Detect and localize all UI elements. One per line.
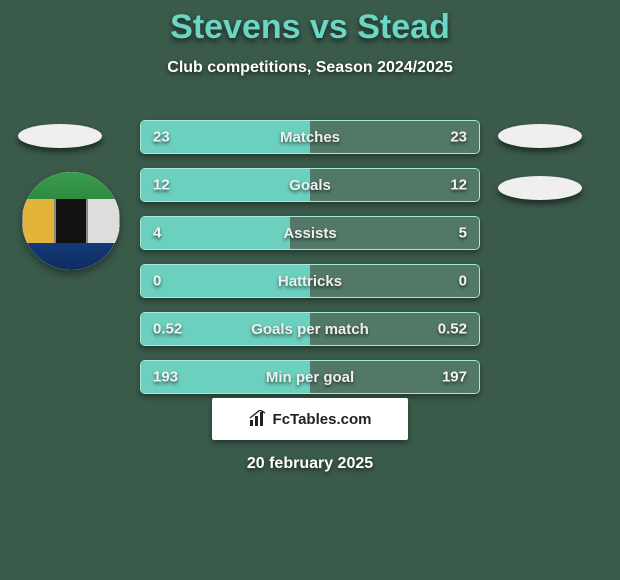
chart-icon [249, 410, 267, 428]
club-left-crest [22, 172, 120, 270]
fctables-label: FcTables.com [273, 411, 372, 428]
stat-row: 193 197 Min per goal [140, 360, 480, 394]
stat-row: 4 5 Assists [140, 216, 480, 250]
stat-value-right: 23 [450, 129, 467, 146]
subtitle: Club competitions, Season 2024/2025 [0, 59, 620, 77]
stat-row: 12 12 Goals [140, 168, 480, 202]
stat-fill-left [141, 217, 291, 249]
player-left-photo-placeholder [18, 124, 102, 148]
stat-value-right: 197 [442, 369, 467, 386]
stat-label: Goals per match [251, 321, 369, 338]
page-title: Stevens vs Stead [0, 0, 620, 47]
stat-label: Hattricks [278, 273, 342, 290]
player-right-photo-placeholder [498, 124, 582, 148]
stat-value-right: 12 [450, 177, 467, 194]
club-right-logo-placeholder [498, 176, 582, 200]
stat-value-left: 23 [153, 129, 170, 146]
stat-value-right: 5 [459, 225, 467, 242]
stat-label: Min per goal [266, 369, 354, 386]
stat-value-right: 0 [459, 273, 467, 290]
stat-label: Assists [283, 225, 336, 242]
stat-row: 0 0 Hattricks [140, 264, 480, 298]
snapshot-date: 20 february 2025 [0, 455, 620, 473]
stat-value-left: 193 [153, 369, 178, 386]
stat-row: 23 23 Matches [140, 120, 480, 154]
stat-value-left: 0 [153, 273, 161, 290]
stat-label: Goals [289, 177, 331, 194]
stat-value-right: 0.52 [438, 321, 467, 338]
stats-table: 23 23 Matches 12 12 Goals 4 5 Assists 0 0 Hattricks… [140, 120, 480, 408]
stat-label: Matches [280, 129, 340, 146]
fctables-badge[interactable]: FcTables.com [212, 398, 408, 440]
stat-value-left: 4 [153, 225, 161, 242]
stat-value-left: 0.52 [153, 321, 182, 338]
stat-value-left: 12 [153, 177, 170, 194]
stat-row: 0.52 0.52 Goals per match [140, 312, 480, 346]
